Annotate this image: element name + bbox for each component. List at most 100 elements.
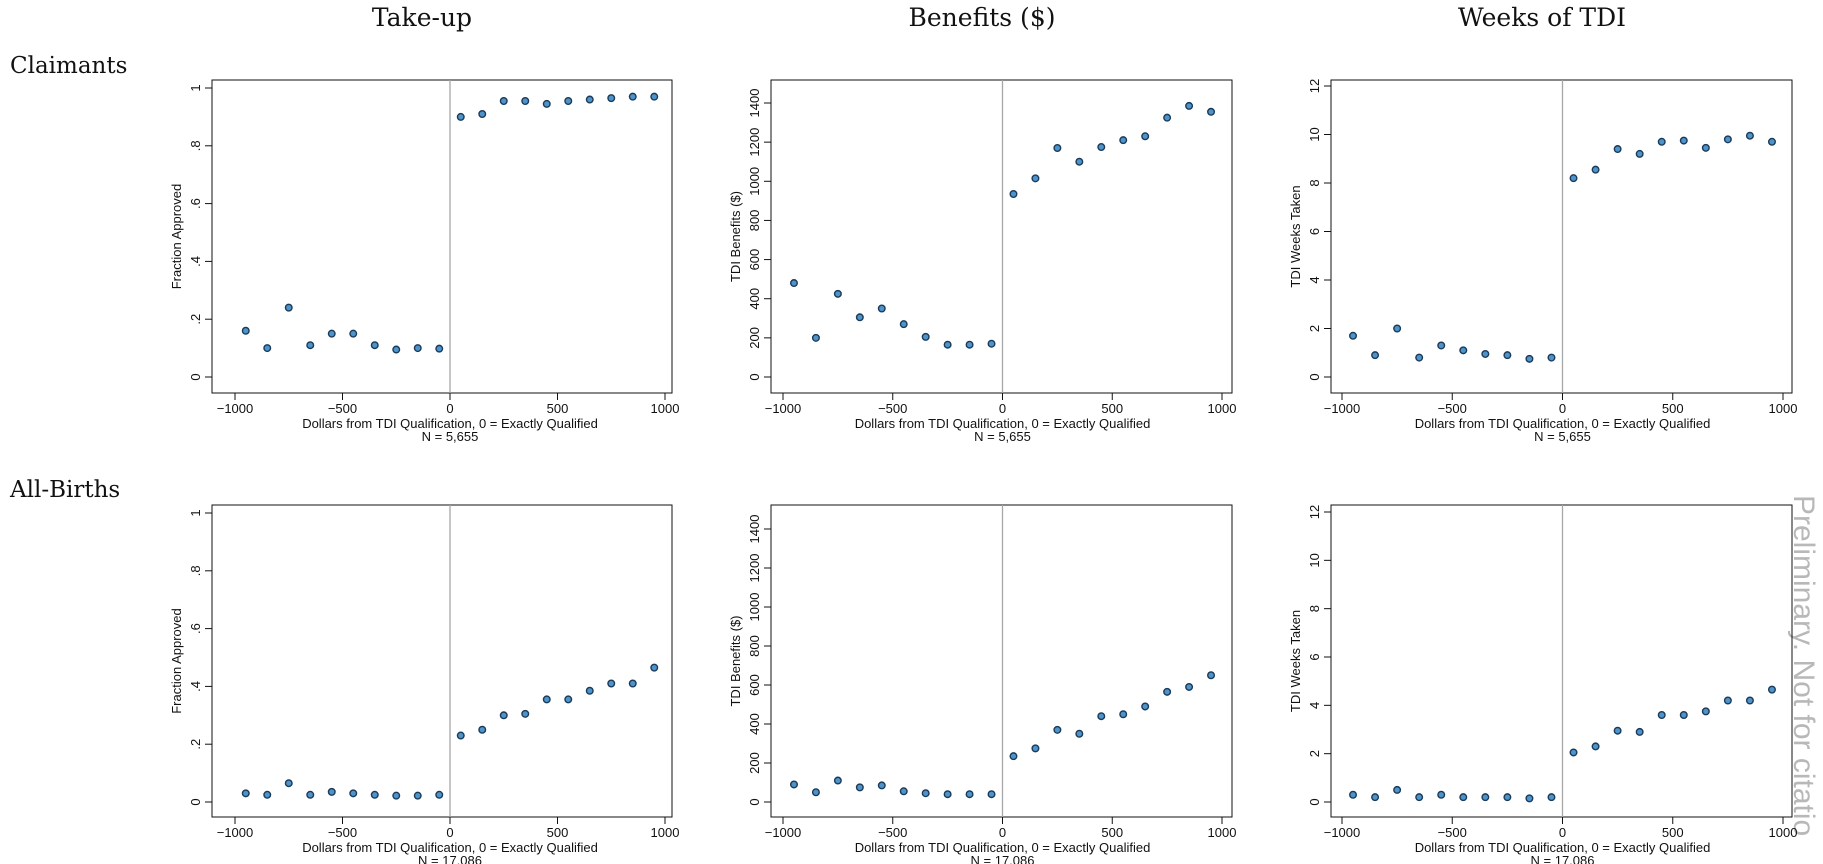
- data-point: [607, 679, 616, 688]
- column-title-take-up: Take-up: [372, 3, 472, 32]
- y-tick-label: 12: [1307, 79, 1322, 93]
- y-tick-label: .4: [188, 256, 203, 267]
- data-point: [585, 686, 594, 695]
- x-tick-label: 500: [1662, 401, 1684, 416]
- data-point: [789, 780, 798, 789]
- plot-frame: [211, 79, 673, 394]
- data-point: [1415, 793, 1424, 802]
- data-point: [833, 776, 842, 785]
- data-point: [263, 790, 272, 799]
- y-tick-label: 800: [747, 635, 762, 657]
- y-tick-label: 600: [747, 249, 762, 271]
- data-point: [921, 332, 930, 341]
- x-tick-label: 0: [446, 401, 453, 416]
- data-point: [1185, 682, 1194, 691]
- x-tick-label: −500: [878, 825, 907, 840]
- data-point: [435, 790, 444, 799]
- column-title-weeks: Weeks of TDI: [1458, 3, 1626, 32]
- x-tick-label: 500: [547, 401, 569, 416]
- panel-all-births-weeks: 0 2 4 6 8 10 12 −1000 −500 0 500 1000 Dollars from T…: [1288, 504, 1797, 864]
- data-point: [1349, 331, 1358, 340]
- data-point: [1635, 727, 1644, 736]
- data-point: [965, 340, 974, 349]
- data-point: [478, 110, 487, 119]
- sample-size-note: N = 5,655: [422, 429, 479, 444]
- y-tick-label: 8: [1307, 179, 1322, 186]
- x-axis-label: Dollars from TDI Qualification, 0 = Exac…: [1415, 840, 1711, 855]
- y-tick-label: 1400: [747, 89, 762, 118]
- y-axis-label: Fraction Approved: [169, 608, 184, 714]
- y-axis-label: TDI Benefits ($): [728, 191, 743, 282]
- data-point: [1459, 793, 1468, 802]
- data-point: [650, 92, 659, 101]
- y-tick-label: 1000: [747, 167, 762, 196]
- data-point: [1745, 696, 1754, 705]
- data-point: [1437, 790, 1446, 799]
- data-point: [370, 341, 379, 350]
- x-tick-label: 1000: [651, 401, 680, 416]
- data-point: [1569, 748, 1578, 757]
- panel-all-births-take-up: 0 .2 .4 .6 .8 1 −1000 −500 0 500 1000 Dollars from …: [169, 504, 679, 864]
- data-point: [241, 326, 250, 335]
- data-point: [435, 344, 444, 353]
- data-point: [327, 787, 336, 796]
- data-point: [1009, 190, 1018, 199]
- y-tick-label: .4: [188, 681, 203, 692]
- x-tick-label: −500: [328, 825, 357, 840]
- x-axis-label: Dollars from TDI Qualification, 0 = Exac…: [855, 840, 1151, 855]
- data-point: [241, 789, 250, 798]
- data-point: [943, 790, 952, 799]
- data-point: [1525, 354, 1534, 363]
- data-point: [607, 94, 616, 103]
- data-point: [413, 791, 422, 800]
- data-point: [987, 339, 996, 348]
- data-point: [1119, 710, 1128, 719]
- y-tick-label: 800: [747, 210, 762, 232]
- y-tick-label: .2: [188, 739, 203, 750]
- data-point: [392, 791, 401, 800]
- x-tick-label: 500: [547, 825, 569, 840]
- x-tick-label: 0: [999, 825, 1006, 840]
- data-point: [478, 725, 487, 734]
- y-tick-label: 1: [188, 84, 203, 91]
- y-tick-label: 4: [1307, 276, 1322, 283]
- y-tick-label: .8: [188, 565, 203, 576]
- y-axis-label: TDI Weeks Taken: [1288, 610, 1303, 712]
- x-tick-label: 0: [446, 825, 453, 840]
- data-point: [349, 329, 358, 338]
- x-axis-label: Dollars from TDI Qualification, 0 = Exac…: [302, 840, 598, 855]
- data-point: [306, 341, 315, 350]
- y-tick-label: 1200: [747, 128, 762, 157]
- y-tick-label: .2: [188, 314, 203, 325]
- data-point: [1635, 149, 1644, 158]
- y-tick-label: 0: [188, 798, 203, 805]
- data-point: [1657, 711, 1666, 720]
- data-point: [392, 345, 401, 354]
- data-point: [413, 344, 422, 353]
- x-axis-label: Dollars from TDI Qualification, 0 = Exac…: [855, 416, 1151, 431]
- data-point: [811, 788, 820, 797]
- data-point: [1481, 793, 1490, 802]
- data-point: [1031, 174, 1040, 183]
- data-point: [833, 289, 842, 298]
- y-tick-label: 400: [747, 713, 762, 735]
- data-point: [899, 787, 908, 796]
- y-tick-label: 0: [1307, 373, 1322, 380]
- data-point: [542, 99, 551, 108]
- x-tick-label: 1000: [1208, 825, 1237, 840]
- sample-size-note: N = 5,655: [1534, 429, 1591, 444]
- data-point: [456, 112, 465, 121]
- x-tick-label: 0: [1559, 401, 1566, 416]
- y-tick-label: 2: [1307, 325, 1322, 332]
- data-point: [1075, 729, 1084, 738]
- data-point: [1525, 794, 1534, 803]
- data-point: [564, 695, 573, 704]
- y-tick-label: 200: [747, 752, 762, 774]
- data-point: [1097, 143, 1106, 152]
- data-point: [789, 279, 798, 288]
- data-point: [370, 790, 379, 799]
- data-point: [499, 711, 508, 720]
- data-point: [284, 779, 293, 788]
- x-tick-label: 500: [1101, 825, 1123, 840]
- x-tick-label: 0: [1559, 825, 1566, 840]
